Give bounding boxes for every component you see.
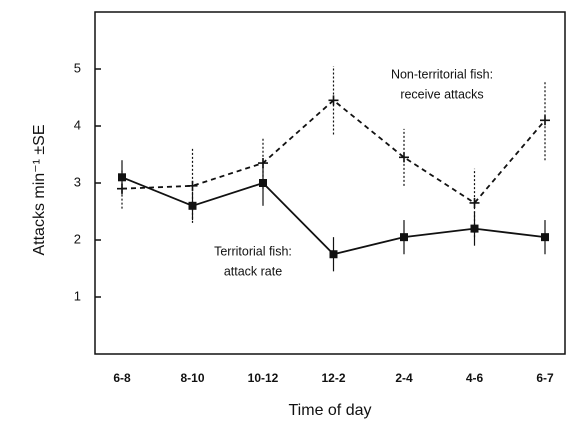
y-tick-label: 4 <box>74 117 81 132</box>
annotation: attack rate <box>224 264 282 278</box>
y-tick-label: 5 <box>74 60 81 75</box>
x-tick-label: 12-2 <box>321 371 345 385</box>
x-tick-label: 8-10 <box>180 371 204 385</box>
x-tick-label: 10-12 <box>248 371 279 385</box>
x-tick-label: 2-4 <box>395 371 413 385</box>
marker <box>328 95 339 106</box>
annotation: Non-territorial fish: <box>391 67 493 81</box>
marker <box>187 180 198 191</box>
series-line <box>121 99 546 205</box>
y-tick-label: 3 <box>74 174 81 189</box>
x-tick-label: 6-8 <box>113 371 131 385</box>
marker <box>541 233 549 242</box>
marker <box>400 233 408 242</box>
marker <box>117 183 127 194</box>
y-tick-label: 2 <box>74 231 81 246</box>
x-tick-label: 4-6 <box>466 371 484 385</box>
y-axis-label: Attacks min⁻¹ ±SE <box>31 124 48 255</box>
x-axis-label: Time of day <box>289 402 372 419</box>
marker <box>258 158 268 169</box>
plot-frame <box>94 11 566 355</box>
y-tick-label: 1 <box>74 288 81 303</box>
annotation: Territorial fish: <box>214 244 292 258</box>
annotation: receive attacks <box>400 87 483 101</box>
marker <box>399 152 409 163</box>
x-tick-label: 6-7 <box>536 371 554 385</box>
marker <box>540 115 550 126</box>
marker <box>469 197 480 208</box>
marker <box>118 173 126 182</box>
marker <box>329 250 338 259</box>
